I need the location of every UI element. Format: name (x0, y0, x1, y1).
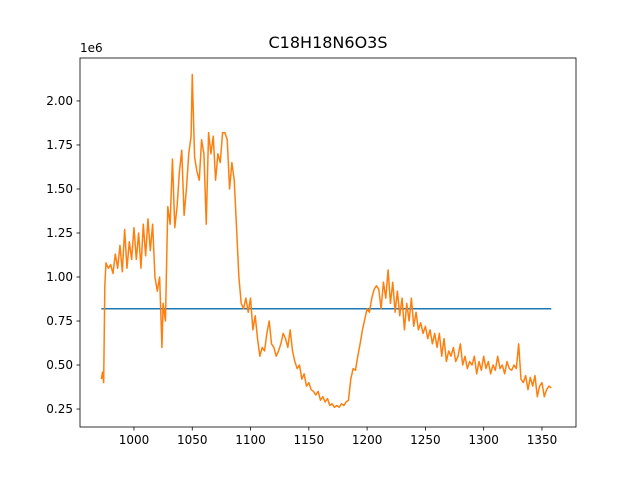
y-tick-label: 1.50 (46, 182, 73, 196)
y-tick-label: 1.00 (46, 270, 73, 284)
y-tick-label: 2.00 (46, 94, 73, 108)
x-tick-label: 1100 (235, 433, 266, 447)
x-tick-label: 1200 (352, 433, 383, 447)
chart-title: C18H18N6O3S (269, 33, 388, 52)
x-tick-label: 1000 (119, 433, 150, 447)
y-tick-label: 0.75 (46, 314, 73, 328)
x-tick-label: 1050 (177, 433, 208, 447)
y-tick-label: 0.25 (46, 402, 73, 416)
y-offset-label: 1e6 (80, 41, 103, 55)
x-tick-label: 1150 (294, 433, 325, 447)
y-tick-label: 1.25 (46, 226, 73, 240)
x-tick-label: 1300 (468, 433, 499, 447)
x-tick-label: 1250 (410, 433, 441, 447)
y-tick-label: 1.75 (46, 138, 73, 152)
x-tick-label: 1350 (527, 433, 558, 447)
data-line (100, 73, 552, 409)
plot-frame (79, 57, 577, 428)
y-tick-label: 0.50 (46, 358, 73, 372)
